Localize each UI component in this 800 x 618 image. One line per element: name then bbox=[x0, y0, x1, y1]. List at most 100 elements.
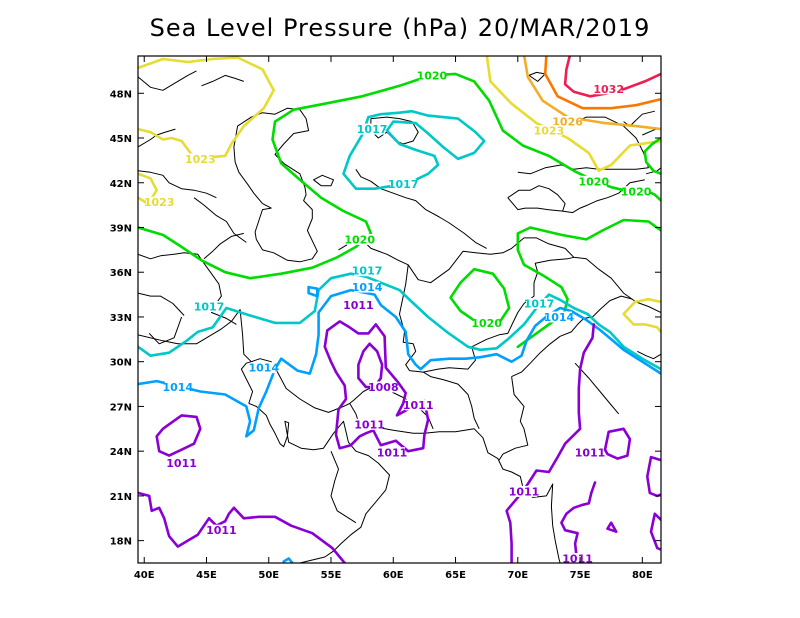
coastline bbox=[637, 350, 661, 360]
contour-label: 1017 bbox=[524, 298, 555, 311]
x-tick-label: 75E bbox=[570, 570, 591, 581]
contour-label: 1014 bbox=[162, 381, 193, 394]
isobar-1011 bbox=[560, 481, 597, 563]
contour-label: 1014 bbox=[544, 311, 575, 324]
isobar-1023 bbox=[138, 56, 275, 159]
contour-label: 1011 bbox=[575, 447, 606, 460]
x-tick-label: 80E bbox=[632, 570, 653, 581]
contour-label: 1011 bbox=[343, 299, 374, 312]
y-tick-label: 48N bbox=[110, 89, 132, 100]
y-tick-label: 39N bbox=[110, 223, 132, 234]
coastline bbox=[138, 253, 161, 260]
coastline bbox=[330, 451, 357, 524]
coastline bbox=[313, 174, 334, 187]
contour-label-bg bbox=[146, 196, 173, 208]
contour-label: 1017 bbox=[357, 123, 388, 136]
contour-label-bg bbox=[196, 301, 222, 312]
coastline bbox=[240, 361, 254, 404]
contour-label-bg bbox=[511, 485, 537, 497]
contour-label-bg bbox=[545, 311, 572, 323]
contour-label-bg bbox=[208, 524, 235, 536]
contour-label: 1011 bbox=[206, 524, 237, 537]
isobar-1020 bbox=[516, 218, 661, 349]
coastline bbox=[160, 252, 237, 325]
coastline bbox=[517, 164, 649, 175]
y-tick-label: 18N bbox=[110, 537, 132, 548]
coastline bbox=[623, 110, 655, 127]
y-tick-label: 36N bbox=[110, 268, 132, 279]
contour-label: 1023 bbox=[144, 196, 175, 209]
contour-label-bg bbox=[370, 381, 397, 393]
isobar-1011 bbox=[649, 512, 661, 551]
contour-label: 1014 bbox=[248, 362, 279, 375]
contour-label: 1014 bbox=[352, 281, 383, 294]
isobar-1029 bbox=[543, 56, 661, 110]
contour-label-bg bbox=[595, 83, 622, 95]
contour-label-bg bbox=[405, 399, 432, 411]
contour-label: 1008 bbox=[368, 381, 399, 394]
contour-label-bg bbox=[623, 186, 650, 198]
contour-label-bg bbox=[379, 447, 405, 459]
contour-label-bg bbox=[346, 233, 373, 245]
coastline bbox=[355, 169, 487, 249]
isobar-1020 bbox=[138, 72, 661, 280]
contour-label: 1020 bbox=[344, 233, 375, 246]
x-tick-label: 40E bbox=[134, 570, 155, 581]
contour-label-bg bbox=[250, 362, 277, 374]
contour-label: 1017 bbox=[352, 265, 383, 278]
contour-label-bg bbox=[580, 175, 607, 187]
y-tick-label: 42N bbox=[110, 179, 132, 190]
y-tick-label: 21N bbox=[110, 492, 132, 503]
x-tick-label: 55E bbox=[321, 570, 342, 581]
isobar-1023 bbox=[622, 297, 661, 334]
isobar-1023 bbox=[485, 56, 661, 173]
contour-label: 1032 bbox=[593, 83, 624, 96]
isobar-1032 bbox=[563, 56, 661, 98]
contour-label-layer: 1032102610231023102310201020102010201020… bbox=[144, 69, 652, 563]
contour-label: 1011 bbox=[354, 418, 385, 431]
contour-label-bg bbox=[168, 457, 195, 469]
coastline bbox=[511, 295, 633, 378]
isobar-1011 bbox=[606, 521, 618, 533]
isobar-1014 bbox=[307, 285, 319, 298]
coastline bbox=[422, 371, 480, 430]
coastline bbox=[203, 232, 244, 260]
contour-label-bg bbox=[554, 116, 581, 128]
x-tick-label: 70E bbox=[507, 570, 528, 581]
coastline bbox=[138, 170, 217, 199]
isobar-1011 bbox=[138, 491, 346, 563]
y-tick-label: 24N bbox=[110, 447, 132, 458]
contour-label: 1020 bbox=[578, 175, 609, 188]
contour-label: 1017 bbox=[194, 301, 225, 314]
coastline bbox=[399, 256, 574, 373]
isobar-1017 bbox=[138, 272, 661, 371]
coastline bbox=[193, 197, 247, 243]
coastline bbox=[338, 237, 661, 313]
coastline bbox=[248, 402, 390, 563]
isobar-1011 bbox=[505, 323, 596, 563]
contour-label-bg bbox=[354, 281, 381, 293]
coastline bbox=[138, 70, 197, 91]
isobar-1014 bbox=[282, 557, 294, 563]
contour-label-bg bbox=[164, 381, 191, 393]
coastline bbox=[148, 316, 183, 345]
isobar-1014 bbox=[138, 288, 661, 438]
x-tick-label: 50E bbox=[258, 570, 279, 581]
isobar-1020 bbox=[449, 267, 511, 325]
contour-label-bg bbox=[418, 69, 445, 81]
contour-label: 1011 bbox=[509, 485, 540, 498]
x-tick-label: 65E bbox=[445, 570, 466, 581]
contour-label: 1023 bbox=[185, 153, 216, 166]
coastline bbox=[528, 71, 546, 82]
isobar-1011 bbox=[155, 414, 202, 457]
contour-label: 1011 bbox=[377, 447, 408, 460]
coastline bbox=[498, 376, 529, 461]
isobar-1011 bbox=[323, 320, 430, 453]
isobar-1011 bbox=[646, 455, 661, 498]
coastline bbox=[507, 185, 566, 212]
isobar-1023 bbox=[138, 172, 158, 205]
contour-label: 1020 bbox=[471, 317, 502, 330]
y-tick-label: 45N bbox=[110, 134, 132, 145]
y-tick-label: 33N bbox=[110, 313, 132, 324]
